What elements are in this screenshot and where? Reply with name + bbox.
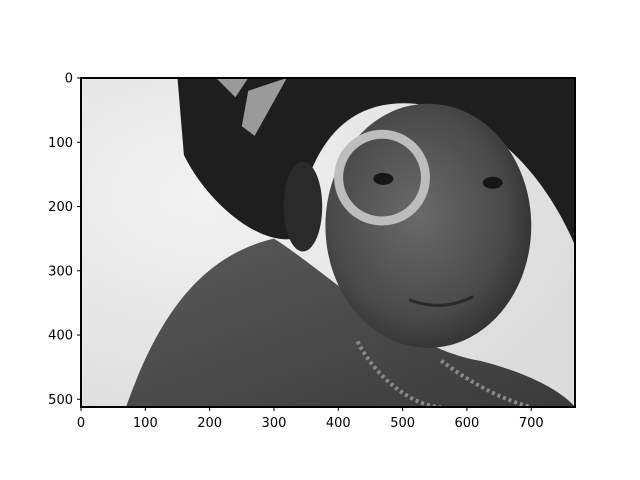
x-tick-label: 700 bbox=[519, 416, 544, 431]
left-eye bbox=[373, 172, 394, 185]
x-tick-label: 200 bbox=[197, 416, 222, 431]
x-tick-label: 100 bbox=[133, 416, 158, 431]
y-tick-label: 300 bbox=[48, 264, 73, 279]
hair-ribbon bbox=[216, 78, 287, 136]
axes-frame bbox=[80, 77, 576, 408]
plot-area bbox=[80, 77, 576, 408]
y-tick-label: 500 bbox=[48, 393, 73, 408]
ear-shape bbox=[283, 161, 323, 252]
sweater-shape bbox=[126, 238, 575, 407]
face-paint-ring bbox=[334, 129, 430, 226]
face-shape bbox=[325, 103, 532, 348]
x-tick-label: 0 bbox=[77, 416, 85, 431]
x-tick-label: 600 bbox=[455, 416, 480, 431]
x-tick-label: 500 bbox=[390, 416, 415, 431]
portrait-image bbox=[81, 78, 575, 407]
mouth-shape bbox=[408, 295, 475, 307]
bead-necklace bbox=[355, 340, 532, 407]
y-axis: 0 100 200 300 400 500 bbox=[48, 72, 81, 408]
y-tick-label: 400 bbox=[48, 329, 73, 344]
x-axis: 0 100 200 300 400 500 600 700 bbox=[77, 407, 544, 431]
y-tick-label: 100 bbox=[48, 136, 73, 151]
x-tick-label: 300 bbox=[262, 416, 287, 431]
y-tick-label: 200 bbox=[48, 200, 73, 215]
x-tick-label: 400 bbox=[326, 416, 351, 431]
y-tick-label: 0 bbox=[65, 72, 73, 87]
right-eye bbox=[482, 176, 503, 189]
